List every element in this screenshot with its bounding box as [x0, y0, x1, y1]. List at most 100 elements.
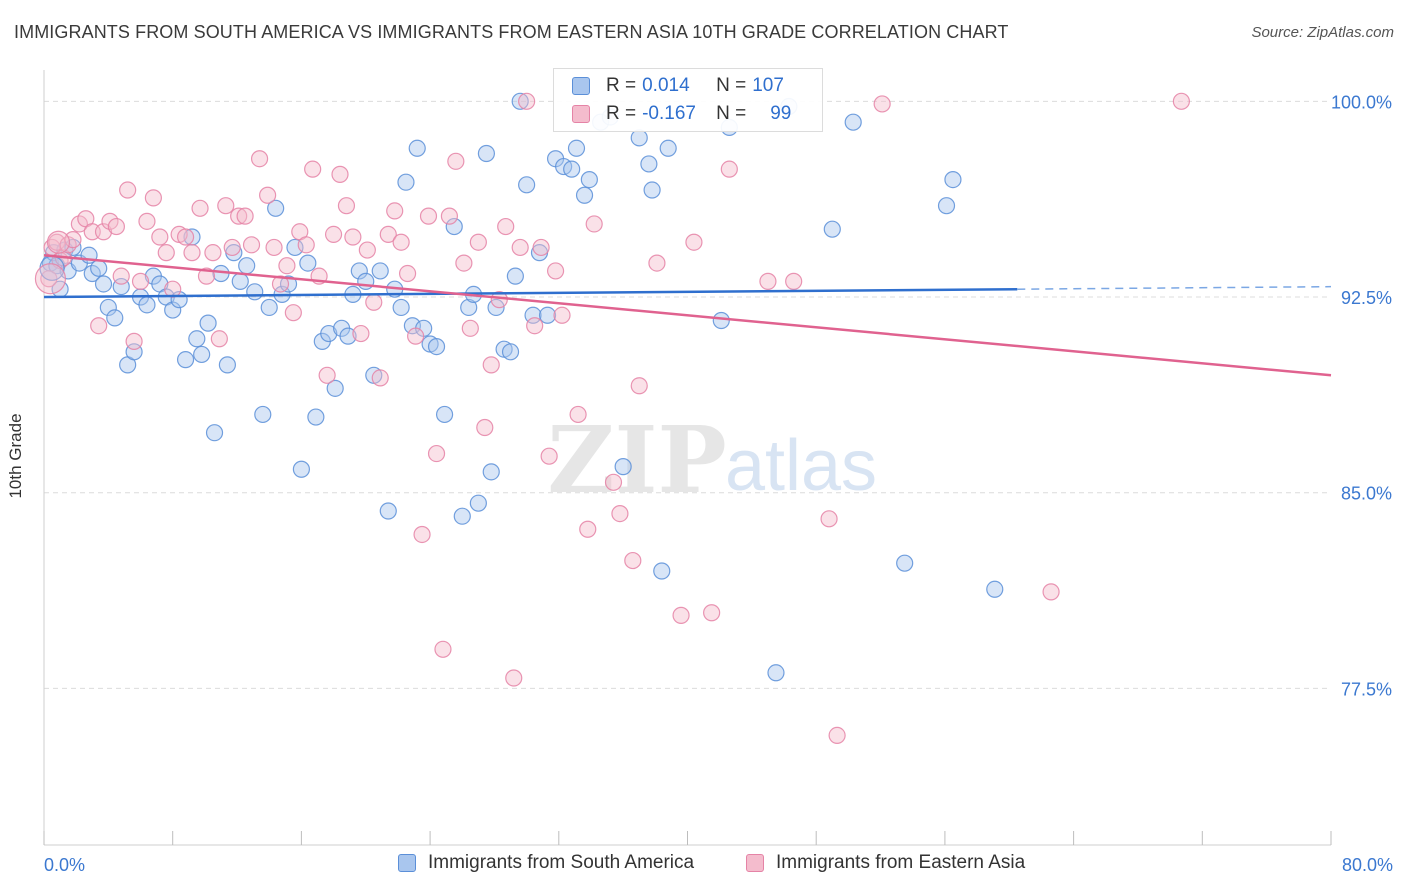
data-point-series-1 [157, 244, 175, 262]
data-point-series-0 [188, 330, 206, 348]
data-point-series-0 [286, 238, 304, 257]
data-point-series-1 [223, 238, 241, 257]
data-point-series-1 [720, 160, 738, 178]
data-point-series-1 [820, 510, 838, 528]
data-point-series-0 [371, 262, 389, 280]
data-point-series-1 [604, 473, 623, 491]
axis-layer [43, 70, 1332, 846]
data-point-series-0 [106, 309, 124, 327]
data-point-series-1 [259, 186, 277, 204]
data-point-series-0 [205, 424, 224, 442]
data-point-series-0 [511, 92, 529, 110]
data-point-series-1 [579, 520, 597, 538]
watermark: ZIP atlas [547, 406, 877, 514]
data-point-series-1 [344, 228, 362, 246]
data-point-series-0 [630, 129, 648, 147]
data-point-series-0 [292, 460, 310, 478]
data-point-series-1 [407, 327, 425, 345]
data-point-series-1 [585, 215, 603, 233]
data-point-series-1 [144, 189, 162, 207]
data-point-series-0 [659, 139, 677, 157]
data-point-series-0 [379, 502, 397, 520]
data-point-series-0 [260, 298, 278, 317]
data-point-series-1 [204, 244, 222, 262]
legend-swatch-south-america [398, 854, 416, 872]
data-point-series-0 [254, 405, 272, 424]
data-point-series-0 [580, 170, 598, 189]
data-point-series-0 [944, 170, 962, 189]
data-point-series-1 [828, 726, 846, 745]
legend-item-eastern-asia[interactable]: Immigrants from Eastern Asia [746, 852, 1025, 874]
data-point-series-1 [250, 150, 269, 168]
stats-n-value: 99 [770, 103, 792, 124]
data-point-series-1 [440, 207, 459, 225]
stats-r-label: R = [606, 103, 637, 124]
data-point-series-1 [518, 92, 536, 110]
data-point-series-0 [403, 317, 422, 335]
data-point-series-1 [785, 272, 803, 290]
data-point-series-1 [371, 369, 389, 387]
data-point-series-0 [501, 343, 520, 361]
data-point-series-0 [397, 173, 415, 191]
stats-row-south-america: R = 0.014 N = 107 [572, 73, 784, 99]
legend-item-south-america[interactable]: Immigrants from South America [398, 852, 694, 874]
data-point-series-1 [685, 233, 703, 251]
data-point-series-1 [210, 330, 228, 348]
data-point-series-0 [896, 554, 914, 572]
data-point-series-1 [151, 228, 169, 246]
stats-n-label: N = [716, 75, 747, 96]
data-point-series-1 [419, 207, 438, 225]
data-point-series-1 [398, 264, 417, 283]
data-point-series-1 [434, 640, 452, 658]
data-point-series-0 [164, 301, 182, 319]
data-point-series-0 [767, 664, 785, 682]
data-point-series-1 [455, 254, 473, 272]
data-point-series-1 [112, 267, 130, 285]
data-point-series-0 [482, 463, 500, 481]
data-point-series-0 [643, 181, 661, 199]
data-point-series-1 [284, 304, 302, 322]
data-point-series-1 [703, 604, 721, 622]
data-point-series-0 [563, 160, 581, 178]
y-tick-label: 92.5% [1341, 288, 1392, 308]
trend-line-south-america [43, 287, 1018, 299]
trend-layer [43, 254, 1332, 377]
data-point-series-1 [379, 225, 397, 243]
data-point-series-1 [90, 317, 108, 335]
data-point-series-0 [506, 267, 524, 285]
data-point-series-1 [352, 324, 370, 343]
data-point-series-1 [540, 447, 558, 465]
legend-label-eastern-asia: Immigrants from Eastern Asia [776, 852, 1026, 873]
watermark-atlas: atlas [725, 426, 877, 506]
y-tick-label: 77.5% [1341, 679, 1392, 699]
data-point-series-1 [511, 238, 529, 257]
data-point-series-0 [844, 113, 862, 131]
data-point-series-0 [299, 254, 317, 272]
data-point-series-1 [131, 272, 150, 290]
data-point-series-0 [986, 580, 1004, 598]
data-point-series-0 [246, 283, 264, 301]
tick-labels: 77.5% 85.0% 92.5% 100.0% 0.0% 80.0% [44, 92, 1393, 875]
data-point-series-1 [176, 228, 195, 246]
data-point-series-1 [236, 207, 254, 225]
stats-r-value: 0.014 [642, 75, 690, 96]
legend-label-south-america: Immigrants from South America [428, 852, 695, 873]
data-point-series-0 [538, 306, 557, 324]
stats-row-eastern-asia: R = -0.167 N = 99 [572, 101, 791, 127]
data-point-series-0 [90, 259, 108, 277]
data-point-series-1 [318, 366, 336, 384]
data-point-series-0 [218, 356, 236, 374]
data-point-series-1 [324, 225, 343, 243]
data-point-series-1 [672, 606, 690, 624]
data-point-series-1 [386, 202, 404, 220]
data-point-series-0 [392, 298, 410, 317]
data-point-series-1 [46, 230, 71, 254]
data-point-series-1 [297, 236, 315, 254]
data-point-series-0 [193, 345, 211, 364]
legend-swatch-eastern-asia [746, 854, 764, 872]
data-point-series-0 [477, 144, 496, 163]
watermark-zip: ZIP [547, 406, 726, 514]
data-point-series-0 [823, 220, 841, 238]
data-point-series-0 [937, 197, 956, 215]
data-point-series-0 [408, 139, 426, 157]
